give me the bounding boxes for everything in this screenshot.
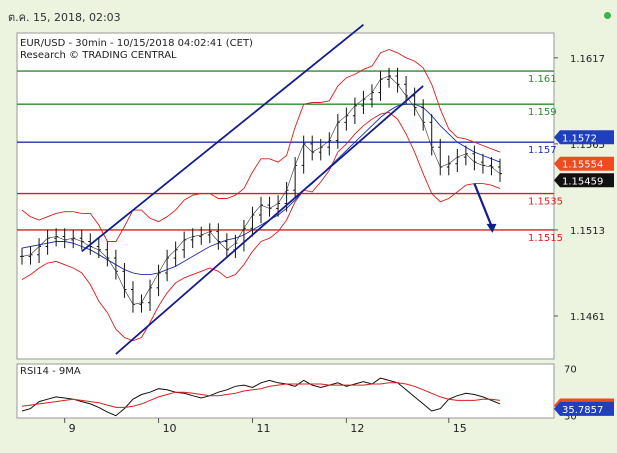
x-tick-label: 12 bbox=[350, 422, 364, 435]
chart-subtitle: Research © TRADING CENTRAL bbox=[20, 50, 177, 61]
chart-title: EUR/USD - 30min - 10/15/2018 04:02:41 (C… bbox=[20, 38, 253, 49]
level-label: 1.1535 bbox=[528, 197, 563, 208]
price-tag bbox=[554, 130, 614, 145]
price-tag bbox=[554, 156, 614, 171]
level-label: 1.157 bbox=[528, 145, 557, 156]
price-panel bbox=[16, 32, 555, 360]
y-tick-label: 1.1617 bbox=[570, 54, 605, 65]
x-tick-label: 9 bbox=[69, 422, 76, 435]
rsi-tag bbox=[554, 401, 614, 416]
price-tag-label: 1.15459 bbox=[562, 176, 603, 187]
rsi-y-tick-label: 70 bbox=[564, 365, 577, 376]
price-close-line bbox=[21, 75, 501, 305]
level-label: 1.159 bbox=[528, 107, 557, 118]
price-tag-label: 1.15554 bbox=[562, 160, 603, 171]
status-dot-icon bbox=[604, 12, 611, 19]
price-tag bbox=[554, 173, 614, 188]
rsi-ma-line bbox=[21, 382, 501, 408]
channel-upper-line bbox=[81, 24, 364, 253]
y-tick-label: 1.1565 bbox=[570, 140, 605, 151]
moving-average-line bbox=[21, 103, 501, 276]
price-tag-label: 1.1572 bbox=[562, 133, 597, 144]
upper-band-line bbox=[21, 49, 501, 242]
forecast-arrow bbox=[473, 183, 493, 227]
channel-lower-line bbox=[115, 85, 424, 355]
timestamp-label: ต.ค. 15, 2018, 02:03 bbox=[8, 11, 121, 24]
level-label: 1.161 bbox=[528, 74, 557, 85]
forecast-arrow-head-icon bbox=[486, 223, 497, 233]
y-tick-label: 1.1513 bbox=[570, 226, 605, 237]
rsi-panel bbox=[16, 363, 555, 419]
rsi-y-tick-label: 30 bbox=[564, 412, 577, 423]
x-tick-label: 11 bbox=[256, 422, 270, 435]
rsi-title: RSI14 - 9MA bbox=[20, 366, 81, 377]
lower-band-line bbox=[21, 111, 501, 342]
level-label: 1.1515 bbox=[528, 233, 563, 244]
x-tick-label: 15 bbox=[453, 422, 467, 435]
rsi-line bbox=[21, 377, 501, 417]
rsi-tag-label: 35.7857 bbox=[562, 405, 603, 416]
y-tick-label: 1.1461 bbox=[570, 312, 605, 323]
x-tick-label: 10 bbox=[163, 422, 177, 435]
